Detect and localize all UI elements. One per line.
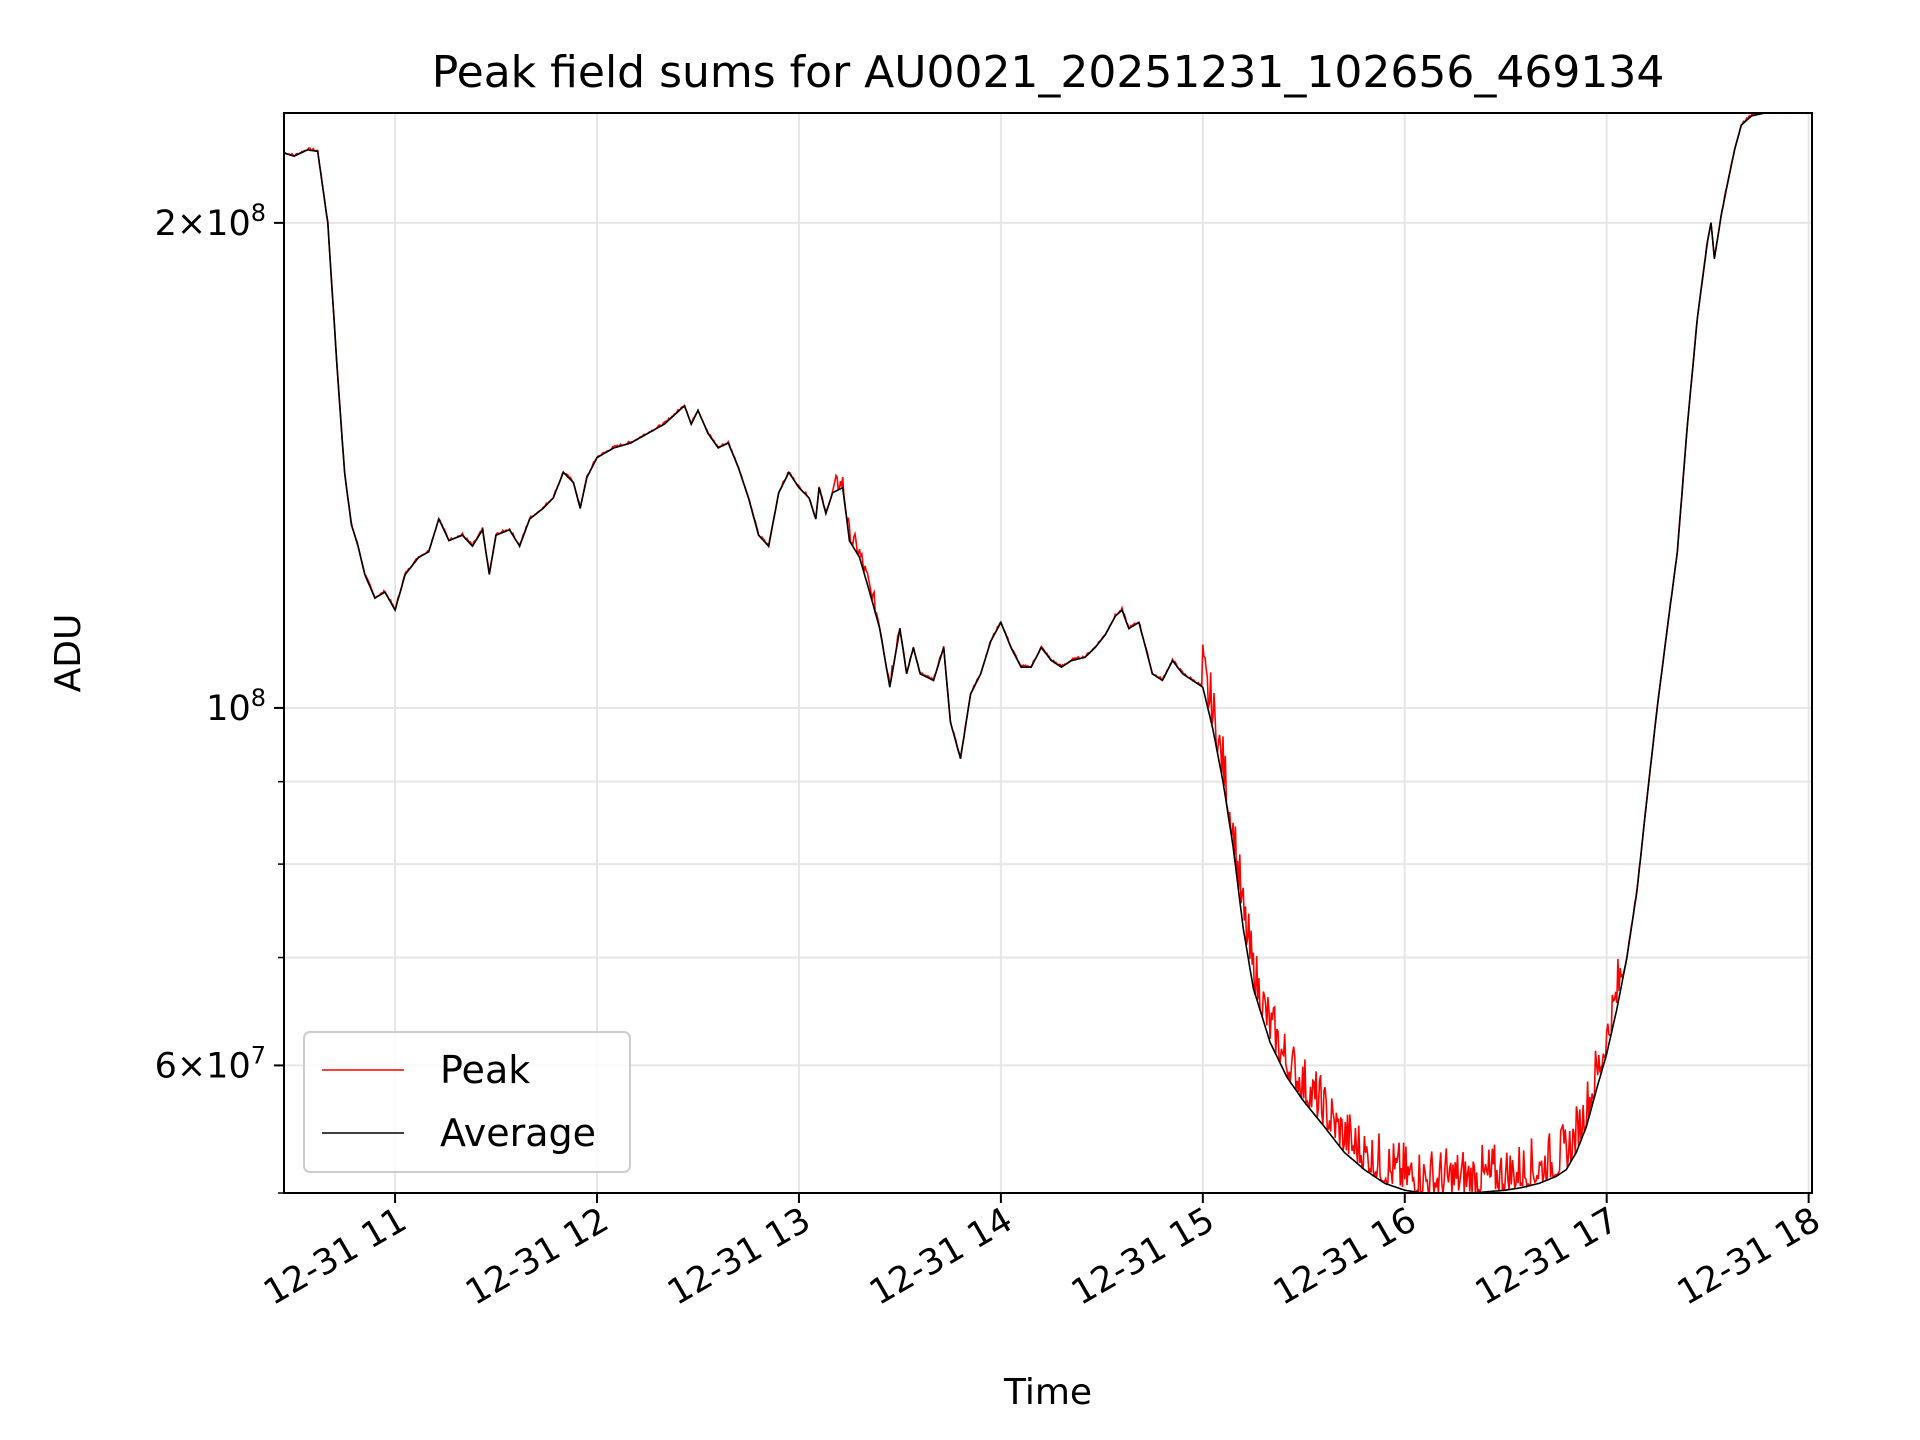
y-tick-label: 2×108 [155,199,266,244]
chart-title: Peak field sums for AU0021_20251231_1026… [432,47,1665,98]
legend: Peak Average [304,1032,630,1172]
legend-label-average: Average [440,1111,596,1155]
y-axis-label: ADU [48,614,89,693]
legend-label-peak: Peak [440,1048,530,1092]
y-tick-label: 6×107 [155,1041,266,1086]
x-axis-label: Time [1003,1372,1092,1413]
